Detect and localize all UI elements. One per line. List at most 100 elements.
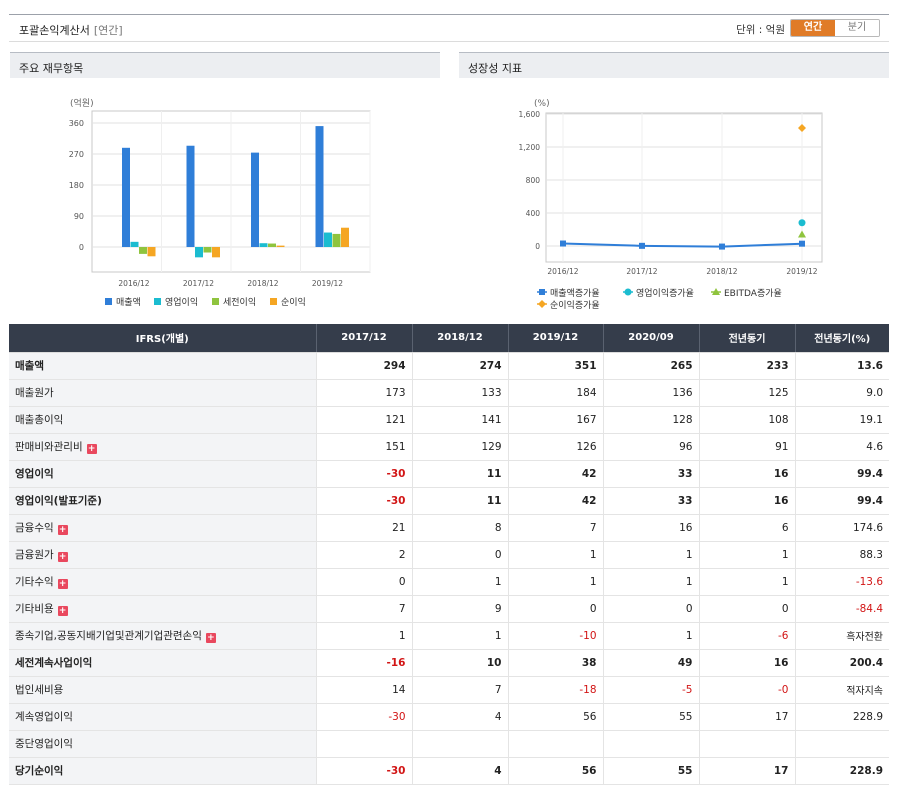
bar-3	[332, 233, 341, 247]
expand-row-icon[interactable]: +	[205, 633, 216, 643]
value-cell: 184	[507, 379, 603, 407]
table-row: 금융원가 +2 0 1 1 1 88.3	[9, 541, 889, 569]
value-cell: 96	[602, 433, 699, 461]
value-cell: 19.1	[794, 406, 889, 434]
toggle-quarter-button[interactable]: 분기	[835, 20, 879, 36]
value-cell: 91	[698, 433, 795, 461]
legend-marker	[539, 289, 545, 295]
row-label: 기타비용	[15, 603, 54, 615]
value-cell: 233	[698, 352, 795, 380]
value-cell: 1	[602, 568, 699, 596]
value-cell: 16	[698, 649, 795, 677]
y-tick-label: 270	[69, 150, 84, 159]
legend-label: 영업이익	[165, 296, 198, 308]
row-label: 기타수익	[15, 576, 54, 588]
table-row: 당기순이익 -30 4 56 55 17 228.9	[9, 757, 889, 785]
series-point-3	[798, 230, 806, 238]
expand-row-icon[interactable]: +	[57, 552, 68, 562]
value-cell: 13.6	[794, 352, 889, 380]
bar-1	[315, 126, 324, 247]
y-tick-label: 90	[74, 212, 84, 221]
value-cell: 1	[315, 622, 412, 650]
financial-items-panel: 주요 재무항목 (억원) 360 270 180 90 0 2016/12 2017/12 20…	[10, 52, 440, 315]
value-cell: 7	[315, 595, 412, 623]
value-cell: 0	[507, 595, 603, 623]
value-cell: 99.4	[794, 487, 889, 515]
row-label-cell: 계속영업이익	[9, 703, 316, 731]
value-cell: 1	[602, 541, 699, 569]
legend-marker	[712, 288, 720, 295]
column-header: 2018/12	[411, 324, 508, 353]
y-tick-label: 0	[535, 242, 540, 251]
value-cell: 17	[698, 757, 795, 785]
value-cell: 55	[602, 703, 699, 731]
row-label: 영업이익	[15, 468, 54, 480]
bar-4	[147, 247, 156, 257]
value-cell: 1	[411, 568, 508, 596]
row-label-cell: 영업이익	[9, 460, 316, 488]
value-cell: 7	[411, 676, 508, 704]
table-header-row: IFRS(개별) 2017/12 2018/12 2019/12 2020/09 전년동기…	[9, 324, 889, 353]
legend-swatch	[105, 298, 112, 305]
value-cell: -5	[602, 676, 699, 704]
x-tick-label: 2017/12	[183, 279, 214, 288]
legend-label: 매출액	[116, 296, 141, 308]
value-cell: 55	[602, 757, 699, 785]
value-cell: 0	[698, 595, 795, 623]
value-cell: 56	[507, 703, 603, 731]
bar-4	[276, 245, 285, 247]
table-row: 세전계속사업이익 -16 10 38 49 16 200.4	[9, 649, 889, 677]
expand-row-icon[interactable]: +	[57, 606, 68, 616]
financial-items-title: 주요 재무항목	[10, 52, 440, 78]
growth-indicators-chart: (%)1,600 1,200 800 400 0 2016/12 2017/12 2018/1…	[519, 99, 823, 311]
legend-swatch	[154, 298, 161, 305]
table-row: 기타수익 +0 1 1 1 1 -13.6	[9, 568, 889, 596]
value-cell: 151	[315, 433, 412, 461]
value-cell	[698, 730, 795, 758]
value-cell: -0	[698, 676, 795, 704]
bar-2	[259, 243, 268, 247]
value-cell: 1	[698, 568, 795, 596]
value-cell: 174.6	[794, 514, 889, 542]
series-point-1	[719, 243, 725, 250]
legend-label: 순이익증가율	[550, 299, 600, 311]
expand-row-icon[interactable]: +	[57, 525, 68, 535]
table-row: 판매비와관리비 +151 129 126 96 91 4.6	[9, 433, 889, 461]
value-cell: 141	[411, 406, 508, 434]
bar-3	[139, 247, 147, 254]
value-cell: -16	[315, 649, 412, 677]
row-label-cell: 매출원가	[9, 379, 316, 407]
value-cell: 136	[602, 379, 699, 407]
expand-row-icon[interactable]: +	[86, 444, 97, 454]
bar-2	[130, 241, 139, 247]
bar-4	[341, 227, 349, 247]
value-cell: -84.4	[794, 595, 889, 623]
expand-row-icon[interactable]: +	[57, 579, 68, 589]
row-label: 판매비와관리비	[15, 441, 83, 453]
value-cell: 133	[411, 379, 508, 407]
x-tick-label: 2016/12	[118, 279, 149, 288]
y-tick-label: 180	[69, 181, 84, 190]
column-header: 2020/09	[602, 324, 699, 353]
value-cell: 351	[507, 352, 603, 380]
bar-2	[324, 232, 332, 247]
toggle-annual-button[interactable]: 연간	[791, 20, 835, 36]
value-cell: 56	[507, 757, 603, 785]
value-cell: 1	[698, 541, 795, 569]
value-cell: 167	[507, 406, 603, 434]
value-cell: 1	[602, 622, 699, 650]
row-label-cell: 종속기업,공동지배기업및관계기업관련손익 +	[9, 622, 316, 650]
value-cell: 11	[411, 487, 508, 515]
row-label-cell: 영업이익(발표기준)	[9, 487, 316, 515]
statement-header: 포괄손익계산서 [연간] 단위 : 억원 연간 분기	[9, 14, 889, 42]
row-label-cell: 세전계속사업이익	[9, 649, 316, 677]
table-row: 매출액 294 274 351 265 233 13.6	[9, 352, 889, 380]
x-tick-label: 2018/12	[706, 267, 737, 276]
value-cell: 265	[602, 352, 699, 380]
unit-label: 단위 : 억원	[736, 24, 785, 36]
financial-items-chart: (억원) 360 270 180 90 0 2016/12 2017/12 2018/12 201…	[69, 97, 371, 308]
value-cell: -10	[507, 622, 603, 650]
row-label: 당기순이익	[15, 765, 64, 777]
y-tick-label: 360	[69, 119, 84, 128]
bar-3	[203, 247, 212, 253]
